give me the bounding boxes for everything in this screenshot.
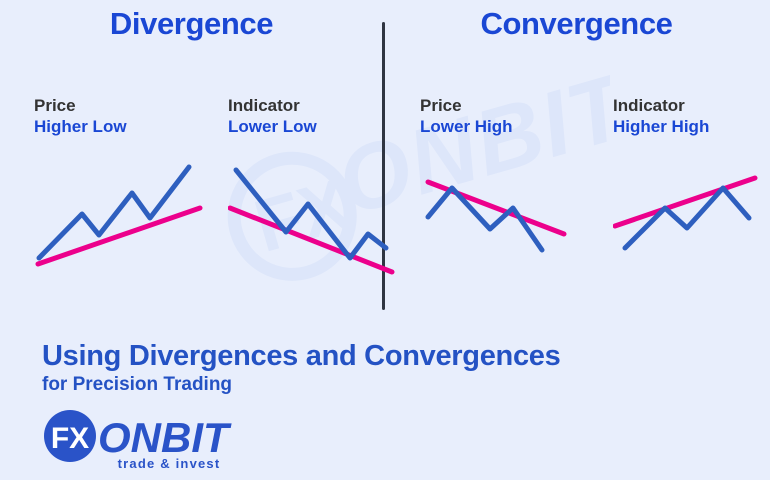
bottom-title-line-2: for Precision Trading — [42, 374, 233, 395]
logo-badge-circle — [44, 410, 96, 462]
chart-price-higher-low — [35, 164, 203, 267]
label-detail-lower-high: Lower High — [420, 117, 513, 136]
series-trendline-4 — [613, 175, 758, 229]
fxonbit-logo: FX ONBIT trade & invest — [44, 410, 232, 471]
logo-tagline: trade & invest — [118, 456, 221, 471]
chart-indicator-lower-low — [228, 167, 395, 275]
label-source-indicator-2: Indicator — [613, 96, 685, 115]
series-trendline-1 — [35, 205, 203, 267]
heading-divergence: Divergence — [109, 6, 274, 41]
label-detail-lower-low: Lower Low — [228, 117, 317, 136]
chart-block-indicator-lower-low: Indicator Lower Low — [228, 95, 408, 287]
chart-price-lower-high — [425, 179, 567, 253]
label-detail-higher-low: Higher Low — [34, 117, 127, 136]
label-source-price-2: Price — [420, 96, 462, 115]
chart-block-price-higher-low: Price Higher Low — [34, 95, 214, 277]
label-source-indicator-1: Indicator — [228, 96, 300, 115]
series-price-zigzag-3 — [425, 185, 545, 253]
series-price-zigzag-1 — [36, 164, 192, 261]
series-trendline-2 — [228, 205, 395, 275]
label-source-price-1: Price — [34, 96, 76, 115]
logo-wordmark: ONBIT — [98, 414, 232, 461]
series-indicator-zigzag-4 — [622, 185, 752, 251]
bottom-title: Using Divergences and Convergences for P… — [42, 340, 742, 397]
bottom-title-line-1: Using Divergences and Convergences — [42, 340, 561, 372]
chart-indicator-higher-high — [613, 175, 758, 251]
panel-divider — [382, 22, 385, 310]
label-detail-higher-high: Higher High — [613, 117, 710, 136]
chart-block-price-lower-high: Price Lower High — [420, 95, 595, 267]
series-indicator-zigzag-2 — [233, 167, 389, 261]
chart-block-indicator-higher-high: Indicator Higher High — [613, 95, 770, 267]
heading-convergence: Convergence — [480, 6, 673, 41]
logo-badge-text: FX — [51, 422, 89, 455]
